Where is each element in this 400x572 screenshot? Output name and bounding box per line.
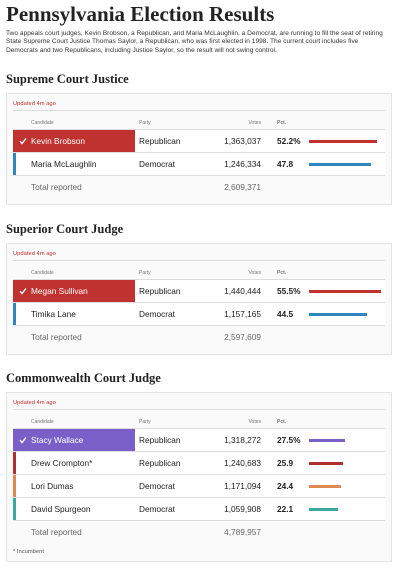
header-row: Candidate Party Votes Pct. (13, 267, 385, 280)
party-stripe (13, 475, 16, 497)
total-votes: 2,597,609 (224, 332, 261, 342)
updated-time: Updated 4m ago (13, 397, 385, 410)
votes: 1,440,444 (224, 286, 261, 296)
party: Republican (139, 286, 181, 296)
column-header: Pct. (277, 419, 287, 425)
pct-bar (309, 462, 343, 465)
candidate-name: Lori Dumas (31, 481, 74, 491)
column-header: Votes (248, 419, 261, 425)
pct-bar (309, 439, 345, 442)
pct: 44.5 (277, 309, 294, 319)
candidate-row: Maria McLaughlin Democrat 1,246,334 47.8 (13, 153, 385, 176)
total-votes: 4,789,957 (224, 527, 261, 537)
party: Republican (139, 136, 181, 146)
intro: Two appeals court judges, Kevin Brobson,… (6, 30, 383, 54)
column-header: Party (139, 419, 151, 425)
race-title: Commonwealth Court Judge (6, 371, 161, 385)
votes: 1,363,037 (224, 136, 261, 146)
updated-time: Updated 4m ago (13, 98, 385, 111)
party-stripe (13, 303, 16, 325)
pct: 27.5% (277, 435, 301, 445)
pct: 22.1 (277, 504, 294, 514)
candidate-row: Kevin Brobson Republican 1,363,037 52.2% (13, 130, 385, 153)
column-header: Pct. (277, 270, 287, 276)
candidate-name: David Spurgeon (31, 504, 91, 514)
votes: 1,240,683 (224, 458, 261, 468)
candidate-row: Drew Crompton* Republican 1,240,683 25.9 (13, 452, 385, 475)
party-stripe (13, 452, 16, 474)
column-header: Candidate (31, 419, 54, 425)
column-header: Votes (248, 270, 261, 276)
candidate-row: Stacy Wallace Republican 1,318,272 27.5% (13, 429, 385, 452)
pct-bar (309, 485, 341, 488)
column-header: Candidate (31, 120, 54, 126)
total-row: Total reported 2,597,609 (13, 326, 385, 348)
footnote: * Incumbent (13, 549, 44, 555)
party: Republican (139, 458, 181, 468)
candidate-row: Timika Lane Democrat 1,157,165 44.5 (13, 303, 385, 326)
votes: 1,157,165 (224, 309, 261, 319)
party: Democrat (139, 481, 175, 491)
winner-check (19, 437, 27, 444)
votes: 1,059,908 (224, 504, 261, 514)
party: Democrat (139, 504, 175, 514)
total-label: Total reported (31, 332, 82, 342)
winner-check (19, 138, 27, 145)
candidate-name: Megan Sullivan (13, 280, 135, 302)
total-label: Total reported (31, 182, 82, 192)
pct: 25.9 (277, 458, 294, 468)
total-votes: 2,609,371 (224, 182, 261, 192)
pct: 55.5% (277, 286, 301, 296)
candidate-name: Timika Lane (31, 309, 76, 319)
column-header: Votes (248, 120, 261, 126)
updated-time: Updated 4m ago (13, 248, 385, 261)
party: Republican (139, 435, 181, 445)
column-header: Party (139, 270, 151, 276)
page-title: Pennsylvania Election Results (6, 2, 275, 26)
column-header: Candidate (31, 270, 54, 276)
results-table: Updated 4m ago Candidate Party Votes Pct. Meg… (6, 243, 392, 355)
column-header: Party (139, 120, 151, 126)
candidate-row: David Spurgeon Democrat 1,059,908 22.1 (13, 498, 385, 521)
results-table: Updated 4m ago Candidate Party Votes Pct. Sta… (6, 392, 392, 562)
race-title: Superior Court Judge (6, 222, 124, 236)
party: Democrat (139, 309, 175, 319)
race: Supreme Court Justice Updated 4m ago Candi… (6, 72, 392, 205)
candidate-name: Drew Crompton* (31, 458, 93, 468)
pct-bar (309, 508, 338, 511)
party-stripe (13, 153, 16, 175)
party-stripe (13, 498, 16, 520)
winner-check (19, 288, 27, 295)
total-row: Total reported 4,789,957 (13, 521, 385, 543)
race: Commonwealth Court Judge Updated 4m ago Ca… (6, 371, 392, 562)
column-header: Pct. (277, 120, 287, 126)
pct-bar (309, 290, 382, 293)
pct: 52.2% (277, 136, 301, 146)
total-row: Total reported 2,609,371 (13, 176, 385, 198)
votes: 1,318,272 (224, 435, 261, 445)
candidate-name: Kevin Brobson (13, 130, 135, 152)
pct-bar (309, 140, 377, 143)
pct-bar (309, 163, 372, 166)
header-row: Candidate Party Votes Pct. (13, 117, 385, 130)
results-table: Updated 4m ago Candidate Party Votes Pct. Kev… (6, 93, 392, 205)
candidate-name: Stacy Wallace (13, 429, 135, 451)
votes: 1,171,094 (224, 481, 261, 491)
candidate-name: Maria McLaughlin (31, 159, 97, 169)
race-title: Supreme Court Justice (6, 72, 129, 86)
candidate-row: Lori Dumas Democrat 1,171,094 24.4 (13, 475, 385, 498)
candidate-row: Megan Sullivan Republican 1,440,444 55.5% (13, 280, 385, 303)
total-label: Total reported (31, 527, 82, 537)
votes: 1,246,334 (224, 159, 261, 169)
party: Democrat (139, 159, 175, 169)
pct: 24.4 (277, 481, 294, 491)
header-row: Candidate Party Votes Pct. (13, 416, 385, 429)
pct: 47.8 (277, 159, 294, 169)
pct-bar (309, 313, 367, 316)
race: Superior Court Judge Updated 4m ago Candid… (6, 222, 392, 355)
